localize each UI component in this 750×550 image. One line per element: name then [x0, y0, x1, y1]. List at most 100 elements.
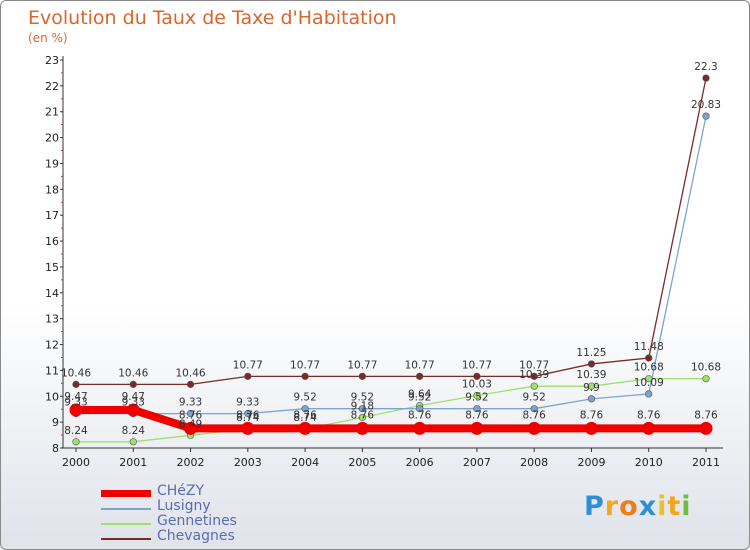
- data-label-lusigny: 9.52: [522, 392, 545, 404]
- y-tick-label: 10: [45, 390, 59, 403]
- data-label-chzy: 8.76: [465, 409, 489, 421]
- data-point-lusigny: [301, 405, 309, 413]
- data-point-lusigny: [358, 405, 366, 413]
- series-line-chzy: [76, 405, 706, 433]
- data-label-chzy: 8.76: [637, 409, 661, 421]
- data-label-gennetines: 9.18: [351, 400, 374, 412]
- data-label-chzy: 9.47: [122, 391, 145, 403]
- data-point-chzy: [642, 421, 656, 435]
- data-label-gennetines: 10.39: [576, 369, 606, 381]
- data-point-lusigny: [645, 390, 653, 398]
- legend-label-chezy: CHéZY: [157, 483, 205, 499]
- data-label-chevagnes: 10.77: [233, 359, 263, 371]
- data-label-gennetines: 8.74: [236, 412, 260, 424]
- data-label-chzy: 8.76: [580, 409, 604, 421]
- x-tick-label: 2000: [62, 456, 90, 469]
- y-tick-label: 19: [45, 157, 59, 170]
- legend-label-lusigny: Lusigny: [157, 498, 211, 514]
- x-tick-label: 2007: [463, 456, 491, 469]
- data-label-chevagnes: 10.77: [405, 359, 435, 371]
- data-label-lusigny: 9.52: [408, 392, 431, 404]
- data-point-chzy: [699, 421, 713, 435]
- y-tick-label: 21: [45, 106, 59, 119]
- y-tick-label: 12: [45, 339, 59, 352]
- x-tick-label: 2010: [635, 456, 663, 469]
- logo-letter: i: [657, 491, 668, 522]
- data-label-lusigny: 10.09: [634, 377, 664, 389]
- data-point-chzy: [184, 421, 198, 435]
- data-point-gennetines: [473, 391, 481, 400]
- x-tick-label: 2009: [577, 456, 605, 469]
- y-tick-label: 11: [45, 364, 59, 377]
- data-point-chzy: [470, 421, 484, 435]
- data-label-lusigny: 9.52: [293, 392, 316, 404]
- data-label-chzy: 8.76: [351, 409, 375, 421]
- x-tick-label: 2011: [692, 456, 720, 469]
- data-label-lusigny: 9.9: [583, 382, 600, 394]
- data-label-gennetines: 10.03: [462, 378, 492, 390]
- data-point-chevagnes: [358, 372, 366, 380]
- data-label-chevagnes: 10.46: [61, 367, 91, 379]
- x-tick-label: 2005: [348, 456, 376, 469]
- legend-swatch-gennetines: [101, 523, 151, 525]
- axes: 8 9 10 11 12 13 14 15 16 17 18 19 20 21 22 23 2000 2001 20…: [45, 54, 723, 469]
- x-tick-label: 2003: [234, 456, 262, 469]
- data-point-chzy: [126, 403, 140, 417]
- data-label-lusigny: 9.33: [122, 397, 145, 409]
- logo-letter: i: [681, 491, 692, 522]
- data-point-gennetines: [129, 438, 137, 446]
- data-label-chzy: 8.76: [522, 409, 546, 421]
- data-label-chevagnes: 11.25: [576, 347, 606, 359]
- data-point-chevagnes: [587, 360, 596, 368]
- data-label-chzy: 8.76: [694, 409, 718, 421]
- y-tick-label: 14: [45, 287, 59, 300]
- data-point-chzy: [413, 421, 427, 435]
- data-point-chevagnes: [473, 372, 481, 380]
- chart-subtitle: (en %): [28, 31, 68, 45]
- data-label-gennetines: 8.24: [122, 425, 146, 437]
- series-line-gennetines: [76, 378, 706, 443]
- data-label-gennetines: 10.68: [634, 362, 664, 374]
- data-point-gennetines: [72, 438, 80, 446]
- y-tick-label: 15: [45, 261, 59, 274]
- data-label-lusigny: 9.52: [465, 392, 488, 404]
- data-point-chzy: [69, 403, 83, 417]
- data-point-lusigny: [530, 405, 538, 413]
- data-label-gennetines: 10.39: [519, 369, 549, 381]
- y-tick-label: 18: [45, 183, 59, 196]
- data-point-lusigny: [702, 112, 710, 120]
- series-line-lusigny: [76, 115, 707, 415]
- data-point-chzy: [584, 421, 598, 435]
- data-point-lusigny: [473, 405, 481, 413]
- data-point-lusigny: [587, 395, 596, 403]
- legend-swatch-lusigny: [101, 508, 151, 510]
- data-label-lusigny: 9.52: [351, 392, 374, 404]
- y-tick-label: 16: [45, 235, 59, 248]
- data-point-chzy: [298, 421, 312, 435]
- data-label-gennetines: 8.49: [179, 418, 202, 430]
- data-point-chevagnes: [244, 372, 252, 380]
- data-point-chevagnes: [416, 372, 424, 380]
- y-tick-label: 13: [45, 313, 59, 326]
- y-tick-label: 9: [52, 416, 59, 429]
- data-label-chevagnes: 10.46: [118, 367, 148, 379]
- data-label-chevagnes: 10.77: [290, 359, 320, 371]
- data-label-chzy: 8.76: [179, 409, 203, 421]
- data-point-chevagnes: [301, 372, 309, 380]
- data-label-chzy: 8.76: [293, 409, 317, 421]
- x-tick-label: 2002: [177, 456, 205, 469]
- y-tick-label: 8: [52, 442, 59, 455]
- y-tick-label: 20: [45, 132, 59, 145]
- legend-label-chevagnes: Chevagnes: [157, 528, 235, 544]
- data-point-chevagnes: [645, 354, 653, 362]
- data-label-chevagnes: 10.77: [519, 359, 549, 371]
- data-label-gennetines: 9.64: [408, 389, 432, 401]
- y-tick-label: 22: [45, 80, 59, 93]
- series-layer: [69, 74, 713, 446]
- data-point-lusigny: [244, 409, 252, 418]
- data-label-chzy: 8.76: [408, 409, 432, 421]
- data-label-lusigny: 9.33: [64, 397, 87, 409]
- legend-label-gennetines: Gennetines: [157, 513, 237, 529]
- data-label-chzy: 8.76: [236, 409, 260, 421]
